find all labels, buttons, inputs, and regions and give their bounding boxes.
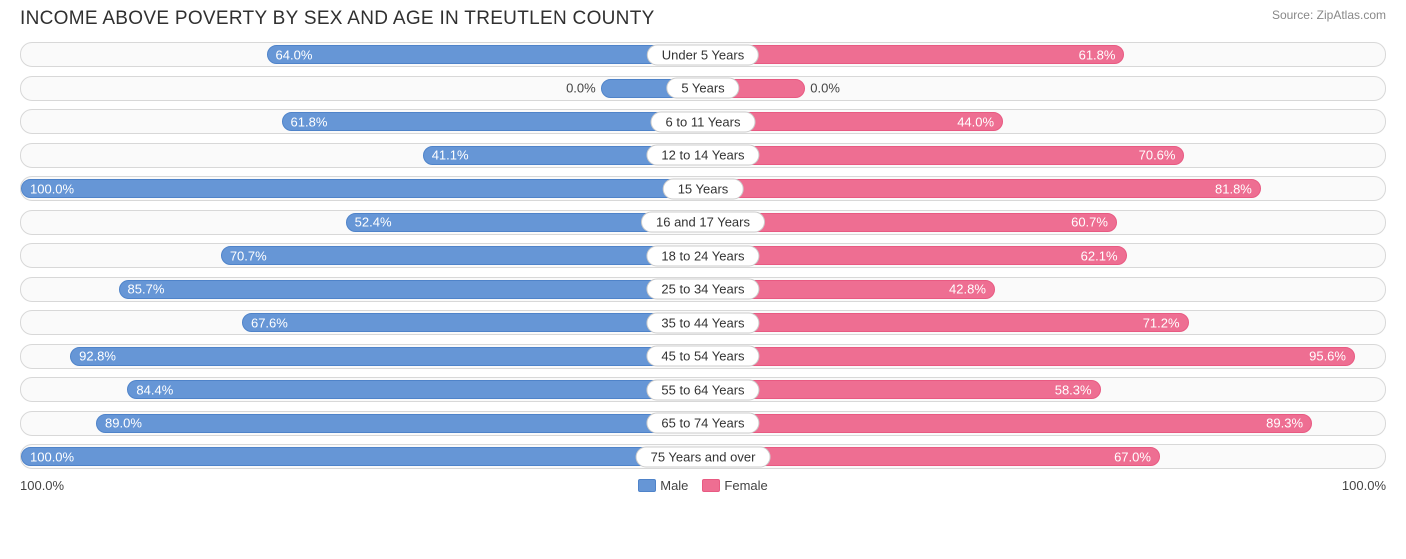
legend-female: Female [702, 478, 767, 493]
male-bar: 84.4% [127, 380, 703, 399]
table-row: 89.0% 89.3% 65 to 74 Years [20, 411, 1386, 436]
axis-right-label: 100.0% [768, 478, 1386, 493]
category-label: 55 to 64 Years [646, 379, 759, 400]
category-label: 35 to 44 Years [646, 312, 759, 333]
legend-male-swatch [638, 479, 656, 492]
category-label: 12 to 14 Years [646, 145, 759, 166]
male-value: 67.6% [251, 315, 288, 330]
legend: Male Female [638, 478, 768, 493]
female-bar: 70.6% [703, 146, 1184, 165]
male-value: 92.8% [79, 349, 116, 364]
chart-source: Source: ZipAtlas.com [1272, 8, 1386, 22]
female-value: 42.8% [949, 282, 986, 297]
category-label: 18 to 24 Years [646, 245, 759, 266]
category-label: 75 Years and over [636, 446, 771, 467]
male-bar: 61.8% [282, 112, 703, 131]
female-bar: 95.6% [703, 347, 1355, 366]
male-value: 61.8% [291, 114, 328, 129]
table-row: 100.0% 67.0% 75 Years and over [20, 444, 1386, 469]
table-row: 85.7% 42.8% 25 to 34 Years [20, 277, 1386, 302]
male-bar: 67.6% [242, 313, 703, 332]
male-value: 70.7% [230, 248, 267, 263]
male-bar: 92.8% [70, 347, 703, 366]
female-bar: 71.2% [703, 313, 1189, 332]
female-bar: 60.7% [703, 213, 1117, 232]
male-value: 0.0% [566, 81, 596, 96]
male-value: 64.0% [276, 47, 313, 62]
category-label: 45 to 54 Years [646, 346, 759, 367]
female-value: 67.0% [1114, 449, 1151, 464]
table-row: 70.7% 62.1% 18 to 24 Years [20, 243, 1386, 268]
category-label: Under 5 Years [647, 44, 759, 65]
legend-female-label: Female [724, 478, 767, 493]
female-bar: 67.0% [703, 447, 1160, 466]
female-value: 58.3% [1055, 382, 1092, 397]
male-value: 52.4% [355, 215, 392, 230]
female-value: 71.2% [1143, 315, 1180, 330]
female-value: 95.6% [1309, 349, 1346, 364]
female-value: 81.8% [1215, 181, 1252, 196]
female-value: 62.1% [1081, 248, 1118, 263]
male-value: 100.0% [30, 181, 74, 196]
table-row: 92.8% 95.6% 45 to 54 Years [20, 344, 1386, 369]
chart-footer: 100.0% Male Female 100.0% [20, 478, 1386, 493]
male-bar: 64.0% [267, 45, 703, 64]
male-value: 41.1% [432, 148, 469, 163]
female-value: 0.0% [810, 81, 840, 96]
chart-title: INCOME ABOVE POVERTY BY SEX AND AGE IN T… [20, 8, 655, 30]
table-row: 41.1% 70.6% 12 to 14 Years [20, 143, 1386, 168]
table-row: 61.8% 44.0% 6 to 11 Years [20, 109, 1386, 134]
male-bar: 70.7% [221, 246, 703, 265]
male-value: 85.7% [128, 282, 165, 297]
category-label: 5 Years [666, 78, 739, 99]
table-row: 67.6% 71.2% 35 to 44 Years [20, 310, 1386, 335]
male-value: 89.0% [105, 416, 142, 431]
male-bar: 100.0% [21, 179, 703, 198]
male-bar: 100.0% [21, 447, 703, 466]
female-bar: 61.8% [703, 45, 1124, 64]
legend-female-swatch [702, 479, 720, 492]
table-row: 64.0% 61.8% Under 5 Years [20, 42, 1386, 67]
male-bar: 85.7% [119, 280, 703, 299]
male-value: 84.4% [136, 382, 173, 397]
category-label: 65 to 74 Years [646, 413, 759, 434]
butterfly-chart: 64.0% 61.8% Under 5 Years 0.0% 0.0% 5 Years 61… [20, 42, 1386, 469]
category-label: 25 to 34 Years [646, 279, 759, 300]
table-row: 84.4% 58.3% 55 to 64 Years [20, 377, 1386, 402]
male-value: 100.0% [30, 449, 74, 464]
table-row: 100.0% 81.8% 15 Years [20, 176, 1386, 201]
axis-left-label: 100.0% [20, 478, 638, 493]
category-label: 16 and 17 Years [641, 212, 765, 233]
female-value: 44.0% [957, 114, 994, 129]
female-value: 61.8% [1079, 47, 1116, 62]
chart-header: INCOME ABOVE POVERTY BY SEX AND AGE IN T… [20, 8, 1386, 30]
category-label: 15 Years [663, 178, 744, 199]
table-row: 52.4% 60.7% 16 and 17 Years [20, 210, 1386, 235]
female-value: 89.3% [1266, 416, 1303, 431]
female-value: 70.6% [1139, 148, 1176, 163]
female-value: 60.7% [1071, 215, 1108, 230]
category-label: 6 to 11 Years [651, 111, 756, 132]
female-bar: 58.3% [703, 380, 1101, 399]
female-bar: 81.8% [703, 179, 1261, 198]
legend-male-label: Male [660, 478, 688, 493]
female-bar: 89.3% [703, 414, 1312, 433]
female-bar: 62.1% [703, 246, 1127, 265]
legend-male: Male [638, 478, 688, 493]
male-bar: 89.0% [96, 414, 703, 433]
table-row: 0.0% 0.0% 5 Years [20, 76, 1386, 101]
